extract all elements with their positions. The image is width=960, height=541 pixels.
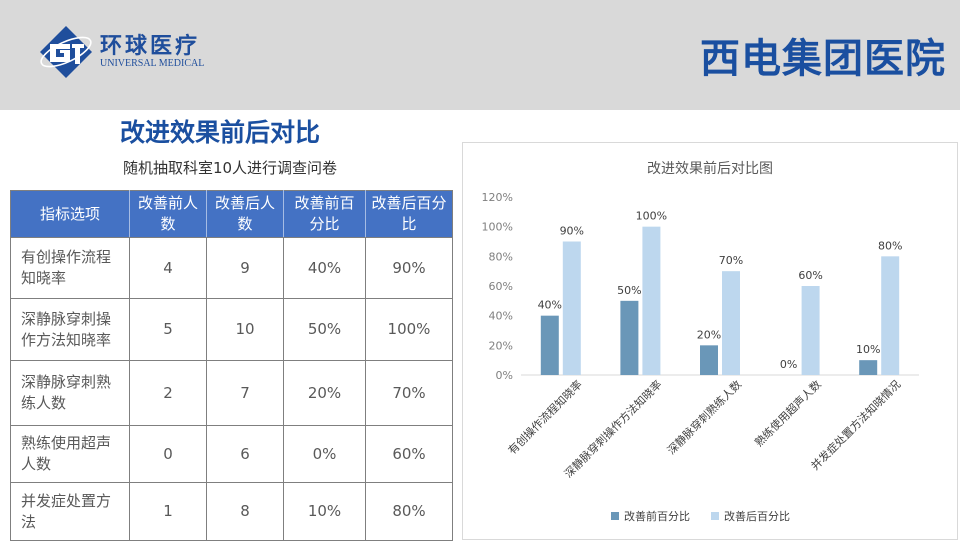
data-label-after: 60% <box>798 269 822 282</box>
y-tick-label: 20% <box>489 339 513 352</box>
after-count-cell: 7 <box>206 360 284 426</box>
indicator-cell: 熟练使用超声人数 <box>10 425 130 483</box>
indicator-cell: 深静脉穿刺操作方法知晓率 <box>10 298 130 361</box>
comparison-chart: 改进效果前后对比图 0% 20% 40% 60% 80% 100% 120% 40% 90% 有创操… <box>462 142 958 540</box>
after-count-cell: 9 <box>206 237 284 299</box>
table-row: 深静脉穿刺熟练人数 2 7 20% 70% <box>10 360 453 426</box>
y-tick-label: 100% <box>482 221 513 234</box>
after-count-cell: 6 <box>206 425 284 483</box>
bar-after <box>562 241 581 375</box>
table-row: 并发症处置方法 1 8 10% 80% <box>10 482 453 541</box>
x-category-label: 熟练使用超声人数 <box>752 377 824 449</box>
before-percent-cell: 10% <box>283 482 366 541</box>
bar-before <box>859 360 878 375</box>
bar-after <box>801 286 820 375</box>
indicator-cell: 并发症处置方法 <box>10 482 130 541</box>
y-tick-label: 40% <box>489 310 513 323</box>
data-label-after: 70% <box>719 254 743 267</box>
header-cell: 指标选项 <box>10 190 130 238</box>
x-category-label: 有创操作流程知晓率 <box>505 377 585 457</box>
table-row: 深静脉穿刺操作方法知晓率 5 10 50% 100% <box>10 298 453 361</box>
logo-chinese-name: 环球医疗 <box>100 33 201 59</box>
before-percent-cell: 0% <box>283 425 366 483</box>
globe-logo-icon <box>40 26 92 78</box>
header-banner: 环球医疗 UNIVERSAL MEDICAL 西电集团医院 <box>0 0 960 110</box>
x-category-label: 深静脉穿刺熟练人数 <box>664 377 744 457</box>
data-label-after: 80% <box>878 239 902 252</box>
data-label-after: 100% <box>636 210 667 223</box>
y-tick-label: 80% <box>489 250 513 263</box>
before-count-cell: 2 <box>129 360 207 426</box>
bar-after <box>722 271 740 375</box>
before-percent-cell: 20% <box>283 360 366 426</box>
header-cell: 改善前人数 <box>129 190 207 238</box>
x-category-label: 并发症处置方法知晓情况 <box>808 377 903 472</box>
bar-after <box>881 256 900 375</box>
legend-swatch-after <box>711 512 719 520</box>
legend-label-before: 改善前百分比 <box>624 509 690 523</box>
page-title: 改进效果前后对比 <box>120 118 321 147</box>
y-tick-label: 0% <box>496 369 513 382</box>
survey-table: 指标选项 改善前人数 改善后人数 改善前百分比 改善后百分比 有创操作流程知晓率… <box>10 190 453 541</box>
header-cell: 改善前百分比 <box>283 190 366 238</box>
data-label-before: 50% <box>617 284 641 297</box>
y-tick-label: 60% <box>489 280 513 293</box>
before-count-cell: 1 <box>129 482 207 541</box>
chart-title: 改进效果前后对比图 <box>647 160 773 177</box>
after-percent-cell: 80% <box>365 482 453 541</box>
bar-chart-svg: 改进效果前后对比图 0% 20% 40% 60% 80% 100% 120% 40% 90% 有创操… <box>482 160 919 523</box>
after-percent-cell: 70% <box>365 360 453 426</box>
before-percent-cell: 50% <box>283 298 366 361</box>
after-percent-cell: 100% <box>365 298 453 361</box>
after-percent-cell: 60% <box>365 425 453 483</box>
data-label-before: 20% <box>697 328 721 341</box>
table-row: 有创操作流程知晓率 4 9 40% 90% <box>10 237 453 299</box>
bar-before <box>700 345 718 375</box>
table-caption: 随机抽取科室10人进行调查问卷 <box>122 159 338 177</box>
hospital-name: 西电集团医院 <box>700 36 946 82</box>
table-row: 熟练使用超声人数 0 6 0% 60% <box>10 425 453 483</box>
bar-before <box>540 315 559 375</box>
before-percent-cell: 40% <box>283 237 366 299</box>
logo-english-name: UNIVERSAL MEDICAL <box>100 58 205 69</box>
indicator-cell: 深静脉穿刺熟练人数 <box>10 360 130 426</box>
before-count-cell: 4 <box>129 237 207 299</box>
indicator-cell: 有创操作流程知晓率 <box>10 237 130 299</box>
y-tick-label: 120% <box>482 191 513 204</box>
after-percent-cell: 90% <box>365 237 453 299</box>
after-count-cell: 10 <box>206 298 284 361</box>
legend-swatch-before <box>611 512 619 520</box>
header-cell: 改善后人数 <box>206 190 284 238</box>
before-count-cell: 0 <box>129 425 207 483</box>
table-header-row: 指标选项 改善前人数 改善后人数 改善前百分比 改善后百分比 <box>10 190 453 238</box>
bar-after <box>642 226 661 375</box>
after-count-cell: 8 <box>206 482 284 541</box>
legend-label-after: 改善后百分比 <box>724 509 790 523</box>
logo: 环球医疗 UNIVERSAL MEDICAL <box>36 22 226 82</box>
data-label-before: 40% <box>538 299 562 312</box>
data-label-after: 90% <box>560 225 584 238</box>
header-cell: 改善后百分比 <box>365 190 453 238</box>
data-label-before: 0% <box>780 358 797 371</box>
data-label-before: 10% <box>856 343 880 356</box>
bar-before <box>620 300 639 375</box>
before-count-cell: 5 <box>129 298 207 361</box>
